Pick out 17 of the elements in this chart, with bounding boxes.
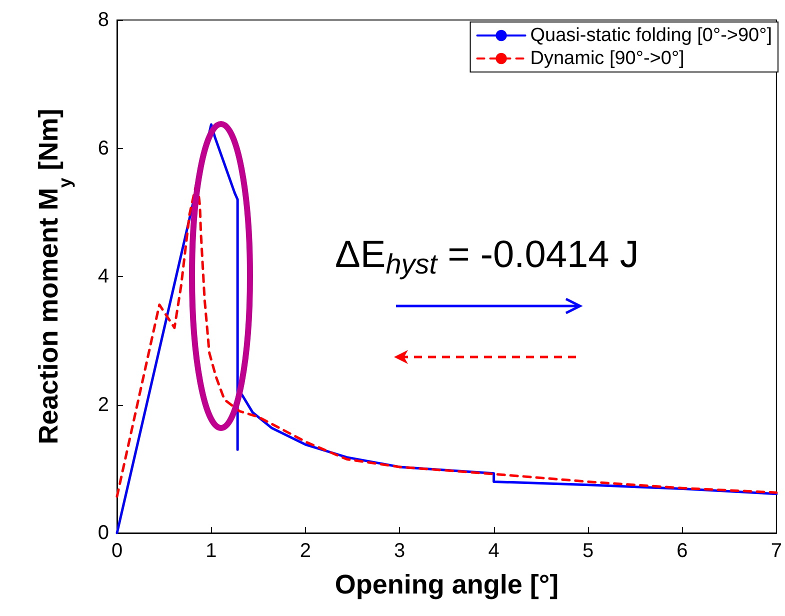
x-axis-title: Opening angle [°] bbox=[334, 570, 559, 600]
y-axis-title: Reaction moment My [Nm] bbox=[34, 108, 75, 444]
x-tick-label: 1 bbox=[206, 540, 217, 562]
x-tick-label: 3 bbox=[394, 540, 406, 562]
legend-label: Quasi-static folding [0°->90°] bbox=[530, 25, 772, 46]
y-tick-label: 0 bbox=[98, 522, 109, 544]
x-tick-label: 2 bbox=[300, 540, 311, 562]
y-tick-label: 6 bbox=[98, 137, 109, 160]
x-tick-label: 5 bbox=[582, 540, 594, 562]
x-tick-label: 0 bbox=[111, 540, 123, 562]
y-tick-label: 4 bbox=[98, 266, 109, 288]
x-tick-label: 4 bbox=[488, 540, 500, 562]
legend-label: Dynamic [90°->0°] bbox=[530, 48, 684, 69]
y-tick-label: 8 bbox=[98, 9, 109, 31]
x-tick-label: 7 bbox=[770, 540, 782, 562]
x-tick-label: 6 bbox=[676, 540, 688, 562]
y-tick-label: 2 bbox=[98, 394, 109, 416]
